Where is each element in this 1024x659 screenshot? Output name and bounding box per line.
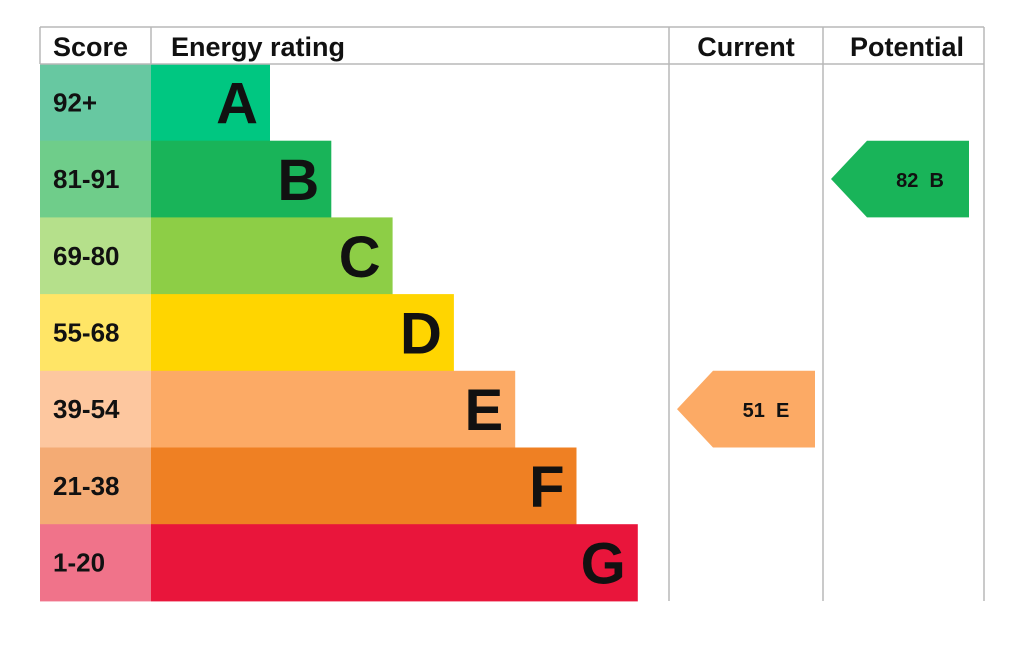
bar-d bbox=[151, 294, 454, 372]
potential-rating-arrow-label: 82 B bbox=[896, 170, 944, 192]
letter-c: C bbox=[339, 225, 381, 290]
score-label-f: 21-38 bbox=[53, 471, 120, 501]
band-b: 81-91 B bbox=[40, 140, 332, 218]
letter-a: A bbox=[216, 71, 258, 136]
bar-c bbox=[151, 217, 393, 295]
potential-rating-arrow: 82 B bbox=[831, 140, 969, 218]
band-c: 69-80 C bbox=[40, 217, 393, 295]
score-label-a: 92+ bbox=[53, 87, 97, 117]
current-rating-arrow: 51 E bbox=[677, 370, 815, 448]
band-g: 1-20 G bbox=[40, 524, 638, 602]
header-current: Current bbox=[697, 32, 795, 62]
score-label-g: 1-20 bbox=[53, 548, 105, 578]
bar-b bbox=[151, 140, 332, 218]
table-header: Score Energy rating Current Potential bbox=[53, 32, 964, 62]
score-cell-d bbox=[40, 294, 151, 372]
current-rating-arrow-label: 51 E bbox=[743, 400, 790, 422]
band-f: 21-38 F bbox=[40, 447, 577, 525]
score-cell-a bbox=[40, 64, 151, 142]
bar-f bbox=[151, 447, 577, 525]
header-energy-rating: Energy rating bbox=[171, 32, 345, 62]
letter-f: F bbox=[529, 455, 564, 520]
score-cell-f bbox=[40, 447, 151, 525]
potential-rating-arrow-shape bbox=[831, 140, 969, 218]
score-label-d: 55-68 bbox=[53, 317, 120, 347]
rating-arrows: 51 E 82 B bbox=[677, 140, 969, 448]
bar-e bbox=[151, 370, 516, 448]
current-rating-arrow-shape bbox=[677, 370, 815, 448]
header-potential: Potential bbox=[850, 32, 964, 62]
band-e: 39-54 E bbox=[40, 370, 516, 448]
band-d: 55-68 D bbox=[40, 294, 454, 372]
score-cell-c bbox=[40, 217, 151, 295]
score-cell-g bbox=[40, 524, 151, 602]
table-frame bbox=[39, 26, 985, 601]
score-cell-b bbox=[40, 140, 151, 218]
rating-bands: 92+ A 81-91 B 69-80 C 55-68 D 39-54 E 21-38 F 1-20 G bbox=[40, 64, 638, 602]
letter-b: B bbox=[277, 148, 319, 213]
score-label-e: 39-54 bbox=[53, 394, 120, 424]
letter-d: D bbox=[400, 301, 442, 366]
letter-e: E bbox=[465, 378, 504, 443]
bar-g bbox=[151, 524, 638, 602]
header-score: Score bbox=[53, 32, 128, 62]
bar-a bbox=[151, 64, 270, 142]
score-cell-e bbox=[40, 370, 151, 448]
band-a: 92+ A bbox=[40, 64, 270, 142]
score-label-b: 81-91 bbox=[53, 164, 120, 194]
score-label-c: 69-80 bbox=[53, 241, 120, 271]
letter-g: G bbox=[581, 532, 626, 597]
